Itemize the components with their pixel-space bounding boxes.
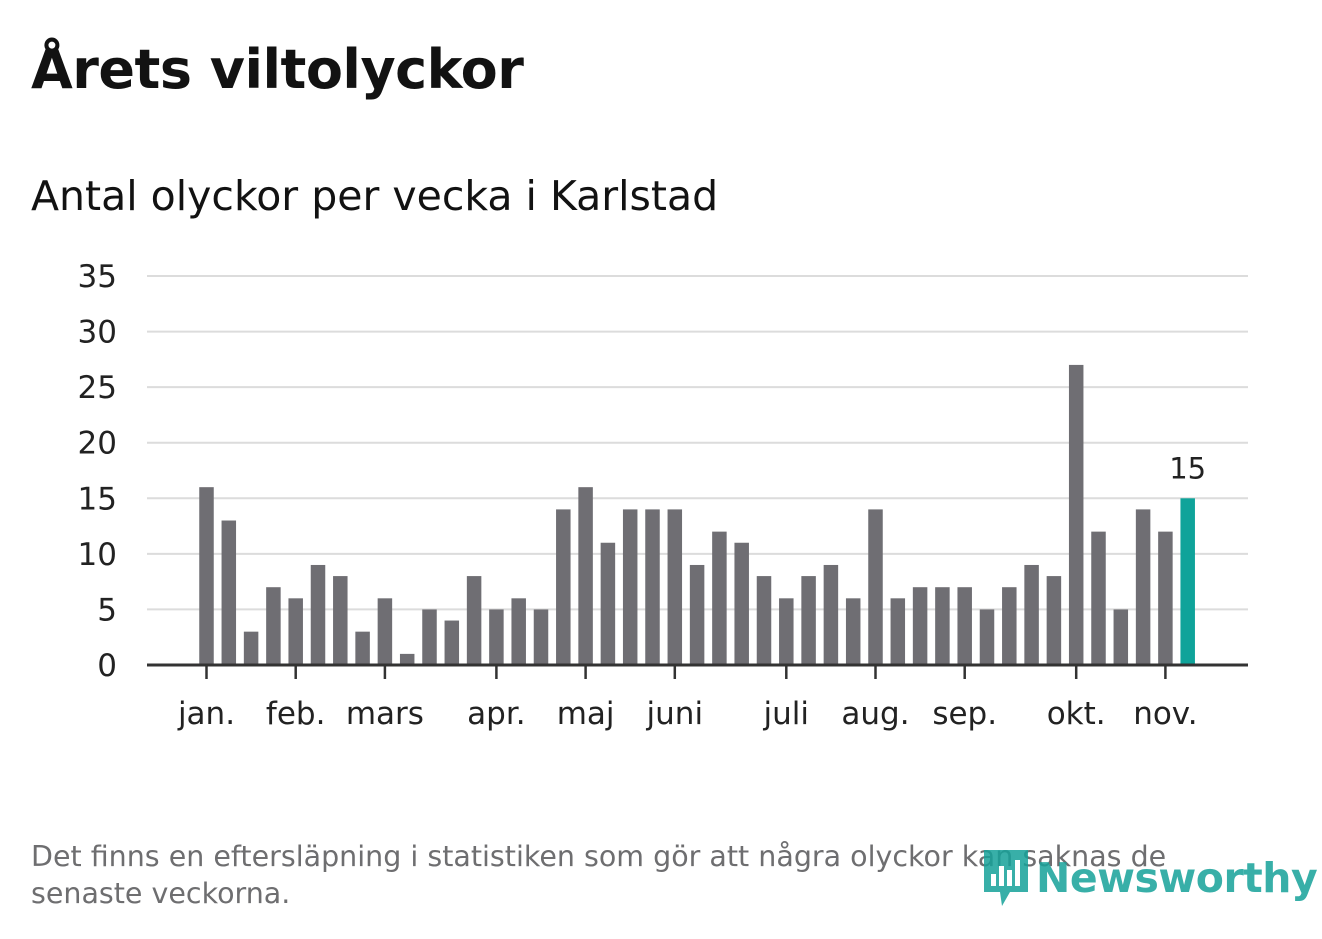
bar <box>310 564 326 665</box>
bar <box>1135 509 1151 665</box>
bar <box>600 542 616 665</box>
y-tick-label: 25 <box>78 370 117 406</box>
bar <box>511 598 526 665</box>
bar <box>1091 531 1106 665</box>
y-tick-label: 10 <box>78 537 117 573</box>
bar <box>801 576 816 665</box>
x-tick-label: sep. <box>932 696 997 732</box>
y-tick-label: 30 <box>78 315 117 351</box>
bar <box>645 509 660 665</box>
chart-title: Årets viltolyckor <box>31 38 524 101</box>
bar <box>221 520 237 665</box>
bar <box>845 598 861 665</box>
newsworthy-logo: Newsworthy <box>980 846 1318 910</box>
bar <box>399 653 415 665</box>
logo-text: Newsworthy <box>1036 854 1318 902</box>
bar <box>756 576 772 665</box>
bar <box>377 598 393 665</box>
y-tick-label: 20 <box>78 426 117 462</box>
bar <box>622 509 638 665</box>
x-tick-label: apr. <box>467 696 525 732</box>
bar <box>689 564 705 665</box>
bar <box>444 620 460 665</box>
bar <box>199 487 214 665</box>
bar-highlight <box>1180 498 1195 665</box>
bar <box>979 609 995 665</box>
bar <box>667 509 683 665</box>
weekly-accidents-bar-chart: 0 5 10 15 20 25 30 35 jan. feb. mars apr. maj juni jul… <box>78 259 1248 732</box>
bar <box>1024 564 1039 665</box>
bar <box>1068 364 1084 665</box>
x-tick-label: feb. <box>266 696 326 732</box>
newsworthy-bar-icon <box>984 850 1028 906</box>
bar <box>912 587 928 665</box>
bar <box>823 564 839 665</box>
bar <box>734 542 749 665</box>
bar <box>868 509 883 665</box>
bar <box>556 509 571 665</box>
x-tick-label: okt. <box>1047 696 1106 732</box>
bar <box>333 576 348 665</box>
x-tick-label: juni <box>646 696 704 732</box>
y-tick-label: 15 <box>78 481 117 517</box>
bar <box>288 598 303 665</box>
bar <box>1046 576 1062 665</box>
bar <box>1158 531 1173 665</box>
footnote: Det finns en eftersläpning i statistiken… <box>31 840 1167 910</box>
bar <box>712 531 727 665</box>
bar <box>957 587 972 665</box>
x-tick-label: jan. <box>177 696 235 732</box>
bar <box>779 598 794 665</box>
bar <box>489 609 504 665</box>
highlight-data-label: 15 <box>1169 451 1206 485</box>
bar <box>578 487 593 665</box>
bar <box>1002 587 1017 665</box>
y-tick-label: 35 <box>78 259 117 295</box>
x-tick-label: maj <box>557 696 615 732</box>
bar <box>266 587 281 665</box>
bar <box>890 598 906 665</box>
bar <box>1113 609 1129 665</box>
x-tick-label: nov. <box>1133 696 1197 732</box>
x-tick-label: juli <box>763 696 810 732</box>
bar <box>422 609 437 665</box>
bar <box>355 631 370 665</box>
bar <box>466 576 482 665</box>
y-tick-label: 5 <box>97 592 117 628</box>
chart-subtitle: Antal olyckor per vecka i Karlstad <box>31 172 719 220</box>
bar <box>533 609 549 665</box>
bar <box>935 587 950 665</box>
x-tick-label: aug. <box>841 696 909 732</box>
bar <box>243 631 259 665</box>
x-tick-label: mars <box>346 696 424 732</box>
y-tick-label: 0 <box>97 648 117 684</box>
